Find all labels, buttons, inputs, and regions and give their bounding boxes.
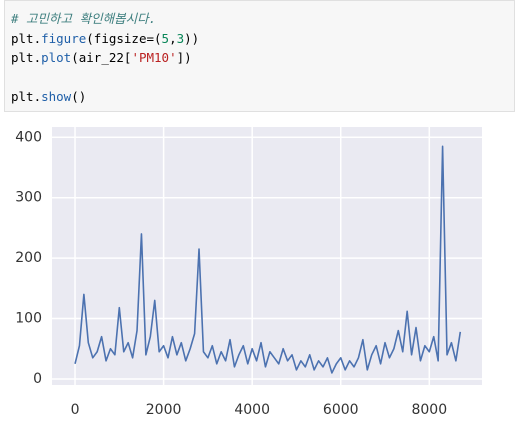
code-token: plot: [41, 50, 72, 65]
code-token: (): [71, 89, 87, 104]
code-token: plt.: [11, 30, 42, 46]
code-token: 'PM10': [131, 50, 177, 65]
y-tick-label: 400: [15, 129, 42, 145]
plot-area: [52, 127, 482, 385]
y-tick-label: 0: [33, 371, 42, 387]
code-token: show: [41, 89, 72, 104]
x-tick-label: 8000: [411, 402, 447, 418]
y-tick-label: 100: [15, 311, 42, 327]
code-token: # 고민하고 확인해봅시다.: [11, 11, 157, 26]
code-token: 5: [161, 30, 170, 46]
x-tick-label: 2000: [146, 402, 182, 418]
code-line: plt.show(): [11, 87, 199, 107]
line: [74, 145, 462, 374]
x-tick-label: 0: [71, 402, 80, 418]
code-line: plt.plot(air_22['PM10']): [11, 48, 199, 68]
code-token: (air_22[: [71, 50, 132, 65]
code: # 고민하고 확인해봅시다. plt.figure(figsize=(5,3)) p…: [11, 9, 199, 107]
x-tick-label: 6000: [323, 402, 359, 418]
code-token: ]): [176, 50, 192, 65]
code-token: figure: [41, 30, 87, 46]
y-tick-label: 200: [15, 250, 42, 266]
code-line: # 고민하고 확인해봅시다.: [11, 9, 199, 29]
code-token: plt.: [11, 89, 42, 104]
code-token: plt.: [11, 50, 42, 65]
code-token: )): [184, 30, 200, 46]
code-token: 3: [176, 30, 185, 46]
y-tick-label: 300: [15, 190, 42, 206]
code-cell[interactable]: # 고민하고 확인해봅시다. plt.figure(figsize=(5,3)) p…: [4, 0, 515, 112]
code-token: ,: [169, 30, 177, 46]
x-tick-label: 4000: [234, 402, 270, 418]
code-line: plt.figure(figsize=(5,3)): [11, 29, 199, 49]
code-token: (figsize=(: [86, 30, 162, 46]
